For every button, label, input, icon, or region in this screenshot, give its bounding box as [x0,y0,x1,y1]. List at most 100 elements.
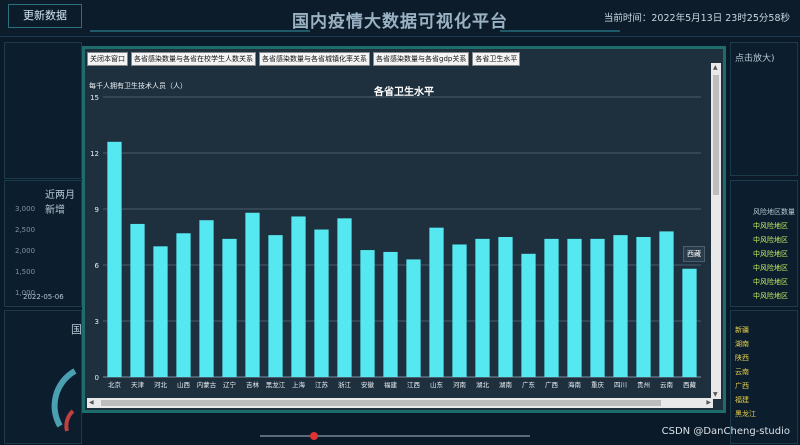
left-bottom-panel: 国 [4,310,82,444]
timeline-knob[interactable] [310,432,318,440]
x-tick-label: 西藏 [683,380,697,389]
bar-重庆 [590,238,605,377]
y-tick-label: 15 [90,95,99,102]
bar-黑龙江 [268,235,283,377]
x-tick-label: 上海 [292,380,306,389]
x-tick-label: 云南 [660,380,674,389]
left-mid-title: 近两月新增 [45,190,75,216]
bar-北京 [107,141,122,377]
x-tick-label: 辽宁 [223,380,237,389]
risk-item: 中风险地区 [753,278,788,286]
bar-天津 [130,223,145,377]
horizontal-scroll-thumb[interactable] [101,400,661,406]
risk-item: 中风险地区 [753,250,788,258]
x-tick-label: 贵州 [637,380,650,389]
bar-海南 [567,238,582,377]
y-tick-label: 6 [95,262,100,270]
bar-广西 [544,238,559,377]
y-tick-label: 3 [95,318,99,326]
bar-江苏 [314,229,329,377]
left-mid-date: 2022-05-06 [23,293,64,301]
left-mid-panel: 近两月新增 3,000 2,500 2,000 1,500 1,000 2022-05-… [4,180,82,307]
x-tick-label: 河南 [453,380,467,389]
title-decoration-right [500,30,620,32]
province-legend-item: 云南 [735,368,749,376]
modal-toolbar: 关闭本窗口 各省感染数量与各省在校学生人数关系 各省感染数量与各省城镇化率关系 各省感… [87,52,521,66]
risk-item: 中风险地区 [753,292,788,300]
title-decoration-left [90,30,310,32]
bar-福建 [383,251,398,377]
scroll-right-icon[interactable]: ▶ [706,399,711,406]
right-bottom-panel: 新疆湖南陕西云南广西福建黑龙江 [730,310,798,444]
bar-吉林 [245,212,260,377]
bar-浙江 [337,218,352,377]
x-tick-label: 内蒙古 [197,380,217,389]
risk-item: 中风险地区 [753,236,788,244]
x-tick-label: 河北 [154,381,168,389]
x-tick-label: 重庆 [591,380,605,389]
bar-西藏 [682,268,697,377]
scroll-left-icon[interactable]: ◀ [89,399,94,406]
risk-header: 风险地区数量 [753,208,795,216]
x-tick-label: 四川 [614,381,627,389]
watermark: CSDN @DanCheng-studio [661,426,790,437]
bar-内蒙古 [199,220,214,377]
province-legend-item: 湖南 [735,340,749,348]
toolbar-button-3[interactable]: 各省感染数量与各省gdp关系 [373,52,470,66]
toolbar-button-1[interactable]: 各省感染数量与各省在校学生人数关系 [131,52,256,66]
right-risk-panel: 风险地区数量 中风险地区 中风险地区 中风险地区 中风险地区 中风险地区 中风险地区 [730,180,798,307]
bar-湖北 [475,238,490,377]
x-tick-label: 浙江 [338,380,352,389]
bar-江西 [406,259,421,377]
tooltip-label: 西藏 [687,250,701,258]
toolbar-button-4[interactable]: 各省卫生水平 [472,52,521,66]
y-tick-label: 12 [90,150,99,158]
timeline-slider[interactable] [260,432,530,440]
y-tick-label: 0 [95,374,99,382]
x-tick-label: 天津 [131,381,145,389]
chart-tooltip: 西藏 [683,246,705,262]
bar-广东 [521,253,536,377]
y-axis-label: 每千人拥有卫生技术人员（人） [89,82,187,90]
bar-安徽 [360,250,375,377]
chart-modal: 关闭本窗口 各省感染数量与各省在校学生人数关系 各省感染数量与各省城镇化率关系 各省感… [82,46,726,413]
chart-title: 各省卫生水平 [374,87,434,98]
horizontal-scrollbar[interactable]: ◀ ▶ [87,398,713,408]
x-tick-label: 海南 [568,380,582,389]
x-tick-label: 山东 [430,380,444,389]
vertical-scrollbar[interactable]: ▲ ▼ [711,63,721,399]
x-tick-label: 安徽 [361,380,375,389]
risk-item: 中风险地区 [753,222,788,230]
province-legend-item: 福建 [735,396,749,404]
scroll-up-icon[interactable]: ▲ [713,64,718,71]
toolbar-button-0[interactable]: 关闭本窗口 [87,52,128,66]
update-data-button[interactable]: 更新数据 [8,4,82,28]
toolbar-button-2[interactable]: 各省感染数量与各省城镇化率关系 [259,52,370,66]
left-bottom-label: 国 [71,323,82,336]
x-tick-label: 福建 [384,380,398,389]
y-tick-label: 9 [95,206,99,214]
bar-贵州 [636,237,651,377]
x-tick-label: 江西 [407,381,421,389]
gauge-graphic [51,368,77,432]
right-top-text: 点击放大) [735,54,775,64]
left-axis-tick: 1,500 [15,268,36,276]
page-title: 国内疫情大数据可视化平台 [292,12,508,32]
x-tick-label: 湖南 [499,380,513,389]
x-tick-label: 黑龙江 [266,380,286,389]
x-tick-label: 湖北 [476,380,490,389]
province-legend-item: 广西 [735,382,749,390]
bar-云南 [659,231,674,377]
bar-河南 [452,244,467,377]
bar-河北 [153,246,168,377]
province-legend-item: 陕西 [735,354,749,362]
left-axis-tick: 1,000 [15,289,36,297]
province-legend-item: 黑龙江 [735,410,756,418]
left-axis-tick: 2,500 [15,226,36,234]
x-tick-label: 江苏 [315,380,329,389]
right-top-panel: 点击放大) [730,42,798,176]
province-legend-item: 新疆 [735,326,749,334]
scroll-down-icon[interactable]: ▼ [713,391,718,398]
vertical-scroll-thumb[interactable] [713,75,719,195]
x-tick-label: 广东 [522,380,536,389]
